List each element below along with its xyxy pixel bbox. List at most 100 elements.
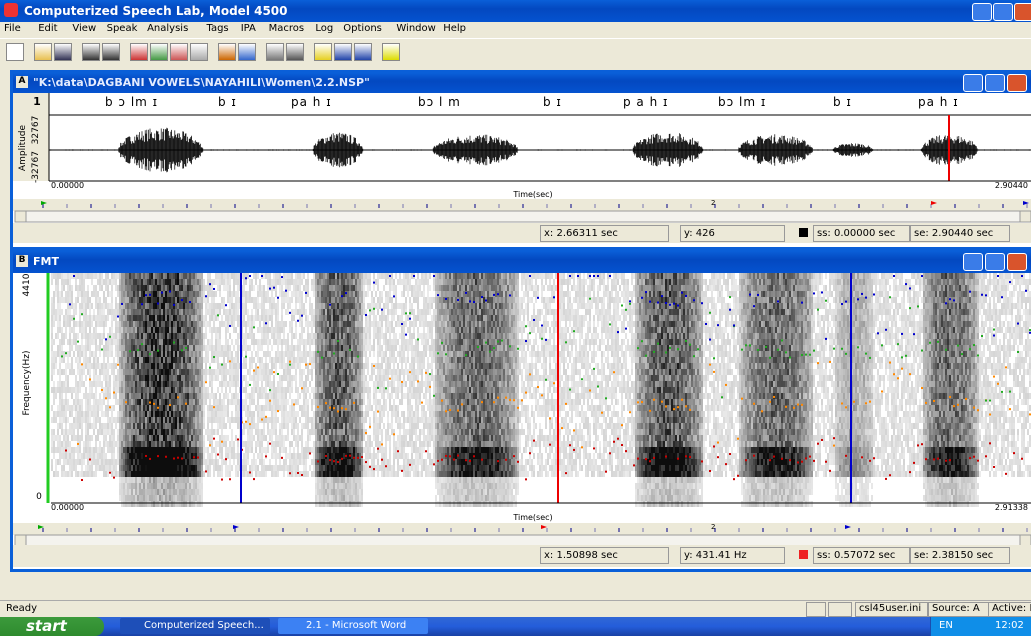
spectrogram-cell xyxy=(99,441,101,447)
spectrogram-cell xyxy=(333,483,335,489)
spectrogram-cell xyxy=(289,273,291,279)
spectrogram-cell xyxy=(323,327,325,333)
spectrogram-cell xyxy=(261,345,263,351)
spectrogram-cell xyxy=(283,471,285,477)
menu-item[interactable]: Help xyxy=(443,23,466,34)
close[interactable] xyxy=(1014,3,1031,21)
toolbar-button[interactable] xyxy=(102,43,120,61)
toolbar-button[interactable] xyxy=(54,43,72,61)
spectrogram-cell xyxy=(221,417,223,423)
menu-item[interactable]: View xyxy=(72,23,97,34)
toolbar-button[interactable] xyxy=(150,43,168,61)
spectrogram-cell xyxy=(133,339,135,345)
maximize[interactable] xyxy=(985,253,1005,271)
toolbar-button[interactable] xyxy=(82,43,100,61)
spectrogram-cell xyxy=(171,405,173,411)
close[interactable] xyxy=(1007,74,1027,92)
menu-item[interactable]: Log xyxy=(315,23,334,34)
toolbar-button[interactable] xyxy=(6,43,24,61)
menu-item[interactable]: Window xyxy=(396,23,436,34)
spectrogram-cell xyxy=(263,465,265,471)
close[interactable] xyxy=(1007,253,1027,271)
spectrogram-cell xyxy=(191,411,193,417)
toolbar-button[interactable] xyxy=(334,43,352,61)
spectrogram-cell xyxy=(351,309,353,315)
minimize[interactable] xyxy=(963,253,983,271)
toolbar-button[interactable] xyxy=(218,43,236,61)
spectrogram-cell xyxy=(131,375,133,381)
spectrogram-cell xyxy=(107,369,109,375)
spectrogram-cell xyxy=(63,381,65,387)
spectrogram-cell xyxy=(275,429,277,435)
spectrogram-cell xyxy=(147,387,149,393)
spectrogram-cell xyxy=(317,435,319,441)
spectrogram-cell xyxy=(69,453,71,459)
spectrogram-cell xyxy=(227,345,229,351)
maximize[interactable] xyxy=(985,74,1005,92)
toolbar-button[interactable] xyxy=(170,43,188,61)
menu-item[interactable]: Analysis xyxy=(147,23,189,34)
spectrogram-cell xyxy=(235,471,237,477)
spectrogram-cell xyxy=(85,375,87,381)
spectrogram-cell xyxy=(149,477,151,483)
spectrogram-cell xyxy=(105,375,107,381)
toolbar-button[interactable] xyxy=(354,43,372,61)
menu-item[interactable]: Options xyxy=(343,23,382,34)
spectrogram-cell xyxy=(337,303,339,309)
spectrogram-cell xyxy=(301,357,303,363)
spectrogram-cell xyxy=(55,351,57,357)
toolbar-button[interactable] xyxy=(190,43,208,61)
spectrogram-cell xyxy=(225,435,227,441)
spectrogram-cell xyxy=(347,279,349,285)
spectrogram-cell xyxy=(187,405,189,411)
spectrogram-cell xyxy=(353,465,355,471)
scroll-right[interactable] xyxy=(1019,210,1031,223)
spectrogram-cell xyxy=(203,315,205,321)
scroll-left[interactable] xyxy=(14,210,27,223)
spectrogram-cell xyxy=(351,453,353,459)
spectrogram-cell xyxy=(145,405,147,411)
spectrogram-cell xyxy=(119,387,121,393)
spectrogram-cell xyxy=(257,357,259,363)
spectrogram-cell xyxy=(167,393,169,399)
toolbar-button[interactable] xyxy=(130,43,148,61)
spectrogram-cell xyxy=(193,363,195,369)
spectrogram-cell xyxy=(183,375,185,381)
spectrogram-cell xyxy=(81,339,83,345)
menu-item[interactable]: File xyxy=(4,23,21,34)
minimize[interactable] xyxy=(963,74,983,92)
menu-item[interactable]: Speak xyxy=(106,23,138,34)
minimize[interactable] xyxy=(972,3,992,21)
spectrogram-cell xyxy=(267,339,269,345)
maximize[interactable] xyxy=(993,3,1013,21)
spectrogram-cell xyxy=(151,459,153,465)
spectrogram-cell xyxy=(273,423,275,429)
menu-item[interactable]: IPA xyxy=(240,23,256,34)
spectrogram-cell xyxy=(291,345,293,351)
spectrogram-cell xyxy=(145,375,147,381)
spectrogram-cell xyxy=(323,417,325,423)
spectrogram-cell xyxy=(235,393,237,399)
spectrogram-cell xyxy=(303,393,305,399)
spectrogram-cell xyxy=(155,285,157,291)
toolbar-button[interactable] xyxy=(286,43,304,61)
spectrogram-cell xyxy=(213,429,215,435)
toolbar-button[interactable] xyxy=(382,43,400,61)
spectrogram-cell xyxy=(199,315,201,321)
spectrogram-cell xyxy=(147,381,149,387)
spectrogram-cell xyxy=(83,327,85,333)
spectrogram-cell xyxy=(199,495,201,501)
menu-item[interactable]: Tags xyxy=(206,23,229,34)
spectrogram-cell xyxy=(201,471,203,477)
spectrogram-cell xyxy=(289,465,291,471)
toolbar-button[interactable] xyxy=(314,43,332,61)
spectrogram-cell xyxy=(63,459,65,465)
toolbar-button[interactable] xyxy=(266,43,284,61)
spectrogram-cell xyxy=(119,315,121,321)
toolbar-button[interactable] xyxy=(238,43,256,61)
menu-item[interactable]: Edit xyxy=(38,23,58,34)
spectrogram-cell xyxy=(77,345,79,351)
spectrogram-cell xyxy=(135,453,137,459)
toolbar-button[interactable] xyxy=(34,43,52,61)
menu-item[interactable]: Macros xyxy=(268,23,305,34)
